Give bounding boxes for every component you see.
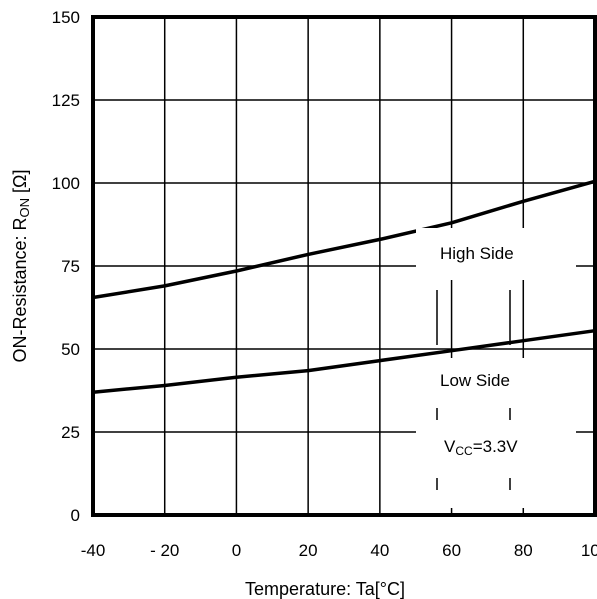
x-tick-label: 40 bbox=[370, 541, 389, 560]
low-side-label-bg bbox=[416, 358, 576, 508]
x-tick-label: - 20 bbox=[150, 541, 179, 560]
x-tick-label: 20 bbox=[299, 541, 318, 560]
vcc-label: VCC=3.3V bbox=[444, 437, 518, 458]
y-tick-label: 100 bbox=[52, 174, 80, 193]
y-tick-label: 150 bbox=[52, 8, 80, 27]
series-lines bbox=[92, 179, 596, 394]
x-tick-label: 60 bbox=[442, 541, 461, 560]
y-tick-label: 125 bbox=[52, 91, 80, 110]
x-tick-label: -40 bbox=[81, 541, 106, 560]
y-tick-label: 25 bbox=[61, 423, 80, 442]
series-line-high-side bbox=[92, 179, 596, 300]
y-tick-label: 50 bbox=[61, 340, 80, 359]
x-axis-label: Temperature: Ta[°C] bbox=[245, 579, 405, 599]
annotations: High Side Low Side VCC=3.3V bbox=[416, 228, 576, 508]
plot-frame bbox=[91, 15, 597, 517]
high-side-label: High Side bbox=[440, 244, 514, 263]
x-tick-label: 100 bbox=[581, 541, 597, 560]
series-line-low-side bbox=[92, 328, 596, 394]
y-tick-label: 75 bbox=[61, 257, 80, 276]
y-axis-ticks: 0 25 50 75 100 125 150 bbox=[52, 8, 80, 525]
x-tick-label: 80 bbox=[514, 541, 533, 560]
x-axis-ticks: -40 - 20 0 20 40 60 80 100 bbox=[81, 541, 597, 560]
high-side-label-bg bbox=[416, 228, 576, 280]
y-tick-label: 0 bbox=[71, 506, 80, 525]
x-tick-label: 0 bbox=[232, 541, 241, 560]
low-side-label: Low Side bbox=[440, 371, 510, 390]
y-axis-label: ON-Resistance: RON [Ω] bbox=[10, 169, 32, 362]
